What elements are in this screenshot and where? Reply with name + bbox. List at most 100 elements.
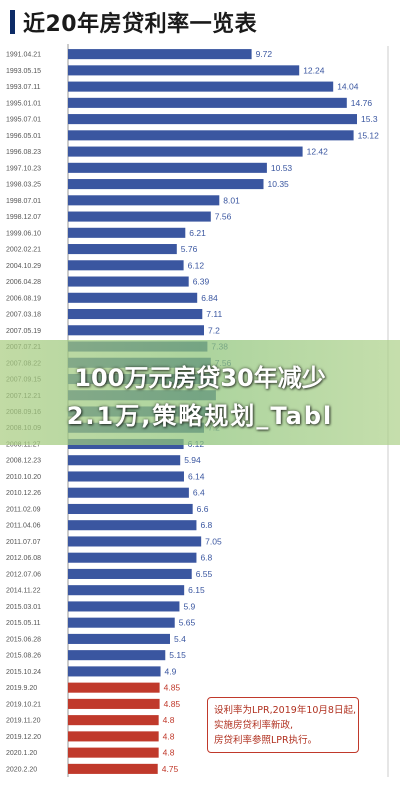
value-label: 6.15 xyxy=(188,585,205,595)
value-label: 6.6 xyxy=(197,504,209,514)
rate-bar xyxy=(68,552,197,563)
category-label: 2015.06.28 xyxy=(6,636,41,643)
category-label: 2020.2.20 xyxy=(6,766,37,773)
value-label: 6.39 xyxy=(193,277,210,287)
headline-line-1: 100万元房贷30年减少 xyxy=(74,364,326,392)
category-label: 1995.07.01 xyxy=(6,117,41,124)
value-label: 4.85 xyxy=(164,683,181,693)
category-label: 2015.03.01 xyxy=(6,604,41,611)
rate-bar xyxy=(68,179,264,190)
lpr-bar xyxy=(68,763,158,774)
rate-bar xyxy=(68,487,189,498)
value-label: 6.12 xyxy=(188,260,205,270)
rate-bar xyxy=(68,503,193,515)
category-label: 2004.10.29 xyxy=(6,263,41,270)
value-label: 7.56 xyxy=(215,212,232,222)
category-label: 1991.04.21 xyxy=(6,52,41,59)
category-label: 1998.03.25 xyxy=(6,182,41,189)
value-label: 4.85 xyxy=(164,699,181,709)
rate-bar xyxy=(68,260,184,271)
value-label: 10.35 xyxy=(268,179,290,189)
category-label: 2019.10.21 xyxy=(6,701,41,708)
rate-bar xyxy=(68,227,186,238)
rate-bar xyxy=(68,666,161,677)
value-label: 8.01 xyxy=(223,195,240,205)
value-label: 6.84 xyxy=(201,293,218,303)
rate-bar xyxy=(68,211,211,222)
category-label: 2012.06.08 xyxy=(6,555,41,562)
category-label: 2002.02.21 xyxy=(6,247,41,254)
value-label: 9.72 xyxy=(256,49,273,59)
category-label: 2008.12.23 xyxy=(6,458,41,465)
rate-bar xyxy=(68,292,198,303)
rate-bar xyxy=(68,325,204,336)
value-label: 6.21 xyxy=(189,228,206,238)
category-label: 2010.10.20 xyxy=(6,474,41,481)
rate-bar xyxy=(68,276,189,287)
category-label: 2011.02.09 xyxy=(6,506,41,513)
rate-bar xyxy=(68,568,192,579)
category-label: 2014.11.22 xyxy=(6,588,41,595)
value-label: 12.42 xyxy=(307,147,329,157)
category-label: 1999.06.10 xyxy=(6,230,41,237)
category-label: 1996.05.01 xyxy=(6,133,41,140)
value-label: 5.15 xyxy=(169,650,186,660)
value-label: 14.76 xyxy=(351,98,373,108)
value-label: 15.12 xyxy=(358,130,380,140)
value-label: 7.05 xyxy=(205,536,222,546)
value-label: 4.75 xyxy=(162,764,179,774)
category-label: 2007.05.19 xyxy=(6,328,41,335)
note-line-1: 设利率为LPR,2019年10月8日起, xyxy=(214,705,356,716)
rate-bar xyxy=(68,650,166,661)
headline-banner: 100万元房贷30年减少 2.1万,策略规划_Tabl xyxy=(0,340,400,445)
value-label: 5.9 xyxy=(183,601,195,611)
lpr-bar xyxy=(68,682,160,693)
rate-bar xyxy=(68,308,203,320)
lpr-bar xyxy=(68,731,159,742)
rate-bar xyxy=(68,81,334,92)
category-label: 2015.10.24 xyxy=(6,669,41,676)
value-label: 6.8 xyxy=(200,520,212,530)
value-label: 4.8 xyxy=(163,748,175,758)
rate-bar xyxy=(68,455,181,466)
rate-bar xyxy=(68,520,197,531)
chart-title: 近20年房贷利率一览表 xyxy=(10,6,257,38)
category-label: 2007.03.18 xyxy=(6,312,41,319)
category-label: 2006.04.28 xyxy=(6,279,41,286)
value-label: 6.8 xyxy=(200,553,212,563)
rate-bar xyxy=(68,244,177,255)
rate-bar xyxy=(68,471,184,482)
value-label: 5.4 xyxy=(174,634,186,644)
category-label: 1993.07.11 xyxy=(6,84,41,91)
category-label: 2012.07.06 xyxy=(6,571,41,578)
value-label: 5.65 xyxy=(179,618,196,628)
category-label: 1998.07.01 xyxy=(6,198,41,205)
category-label: 2019.12.20 xyxy=(6,734,41,741)
rate-bar xyxy=(68,633,170,644)
value-label: 6.14 xyxy=(188,471,205,481)
category-label: 1997.10.23 xyxy=(6,165,41,172)
category-label: 2011.07.07 xyxy=(6,539,41,546)
value-label: 5.94 xyxy=(184,455,201,465)
value-label: 4.9 xyxy=(165,666,177,676)
note-line-2: 实施房贷利率新政, xyxy=(214,720,294,731)
category-label: 1998.12.07 xyxy=(6,214,41,221)
category-label: 2019.9.20 xyxy=(6,685,37,692)
headline-line-2: 2.1万,策略规划_Tabl xyxy=(66,402,334,430)
category-label: 2011.04.06 xyxy=(6,523,41,530)
value-label: 4.8 xyxy=(163,715,175,725)
rate-bar xyxy=(68,195,220,206)
value-label: 10.53 xyxy=(271,163,293,173)
value-label: 14.04 xyxy=(337,82,359,92)
category-label: 2019.11.20 xyxy=(6,718,41,725)
value-label: 7.11 xyxy=(206,309,222,319)
rate-bar xyxy=(68,601,180,612)
lpr-bar xyxy=(68,747,159,758)
note-line-3: 房贷利率参照LPR执行。 xyxy=(214,735,318,746)
value-label: 7.2 xyxy=(208,325,220,335)
rate-bar xyxy=(68,617,175,628)
title-accent-bar xyxy=(10,10,15,34)
category-label: 2020.1.20 xyxy=(6,750,37,757)
lpr-bar xyxy=(68,698,160,709)
rate-bar xyxy=(68,585,185,596)
